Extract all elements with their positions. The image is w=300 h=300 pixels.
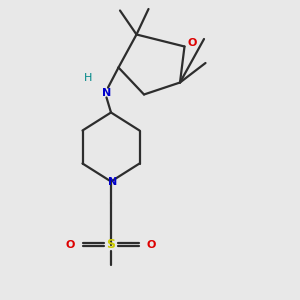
Text: H: H <box>84 73 93 83</box>
Text: O: O <box>66 239 75 250</box>
Text: S: S <box>106 238 116 251</box>
Text: O: O <box>187 38 197 49</box>
Text: N: N <box>108 177 117 187</box>
Text: O: O <box>147 239 156 250</box>
Text: N: N <box>102 88 111 98</box>
